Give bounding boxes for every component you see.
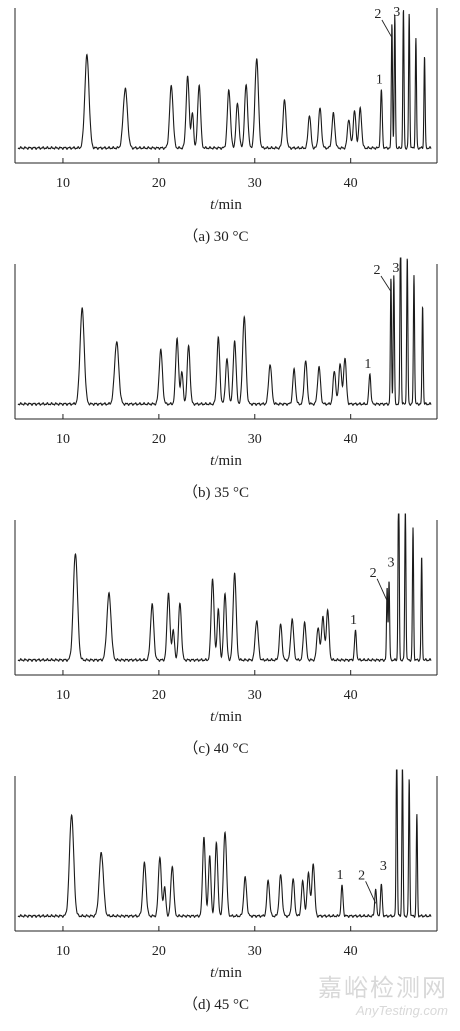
chart-panel-d: 10 20 30 40 t/min （d) 45 °C 1 2 3 — [0, 768, 460, 1026]
chromatogram-trace — [17, 10, 432, 151]
x-tick-label: 10 — [56, 176, 70, 191]
watermark: 嘉峪检测网 AnyTesting.com — [318, 968, 448, 1018]
peak-2-leader — [376, 578, 388, 602]
x-tick-label: 30 — [248, 432, 262, 447]
chromatogram-trace — [17, 513, 432, 663]
panel-caption-d: （d) 45 °C — [183, 996, 249, 1013]
x-tick-label: 30 — [248, 688, 262, 703]
x-tick-label: 30 — [248, 944, 262, 959]
peak-label-3: 3 — [388, 555, 395, 570]
x-axis-label: t/min — [210, 453, 242, 469]
x-tick-label: 10 — [56, 944, 70, 959]
x-axis-label-var: t — [210, 709, 215, 725]
x-tick-label: 20 — [152, 944, 166, 959]
x-axis-label: t/min — [210, 197, 242, 213]
peak-2-leader — [365, 881, 377, 904]
peak-label-1: 1 — [376, 73, 383, 88]
x-tick-label: 30 — [248, 176, 262, 191]
chromatogram-a: 10 20 30 40 t/min （a) 30 °C 1 2 3 — [14, 5, 438, 245]
peak-2-leader — [381, 19, 393, 38]
peak-label-3: 3 — [393, 5, 400, 20]
panel-caption-a: （a) 30 °C — [183, 228, 248, 245]
x-axis-label-unit: /min — [214, 709, 242, 725]
chromatogram-d: 10 20 30 40 t/min （d) 45 °C 1 23 — [14, 769, 438, 1013]
x-axis-label-unit: /min — [214, 453, 242, 469]
panel-caption-c: （c) 40 °C — [183, 740, 248, 757]
watermark-en: AnyTesting.com — [355, 1003, 448, 1018]
chart-panel-a: 10 20 30 40 t/min （a) 30 °C 1 2 3 — [0, 0, 460, 256]
peak-label-2: 2 — [358, 868, 365, 883]
peak-label-1: 1 — [364, 357, 371, 372]
x-tick-label: 20 — [152, 432, 166, 447]
x-tick-label: 40 — [344, 944, 358, 959]
chart-panel-b: 10 20 30 40 t/min （b) 35 °C 1 2 3 — [0, 256, 460, 512]
x-tick-label: 10 — [56, 432, 70, 447]
peak-label-2: 2 — [373, 263, 380, 278]
peak-2-leader — [380, 275, 392, 292]
panel-caption-b: （b) 35 °C — [183, 484, 249, 501]
x-tick-label: 40 — [344, 176, 358, 191]
x-axis-label-unit: /min — [214, 197, 242, 213]
peak-label-3: 3 — [380, 859, 387, 874]
x-axis-label-unit: /min — [214, 965, 242, 981]
chromatogram-c: 10 20 30 40 t/min （c) 40 °C 1 23 — [14, 513, 438, 757]
chart-panel-c: 10 20 30 40 t/min （c) 40 °C 1 2 3 — [0, 512, 460, 768]
peak-label-2: 2 — [374, 7, 381, 22]
x-tick-label: 40 — [344, 432, 358, 447]
x-axis-label: t/min — [210, 709, 242, 725]
x-tick-label: 20 — [152, 688, 166, 703]
peak-label-1: 1 — [350, 613, 357, 628]
chromatogram-b: 10 20 30 40 t/min （b) 35 °C 1 2 3 — [14, 257, 438, 501]
x-tick-label: 40 — [344, 688, 358, 703]
peak-label-3: 3 — [392, 261, 399, 276]
x-axis-label-var: t — [210, 965, 215, 981]
peak-label-1: 1 — [337, 868, 344, 883]
chromatogram-trace — [17, 769, 432, 919]
peak-label-2: 2 — [370, 566, 377, 581]
x-axis-label-var: t — [210, 453, 215, 469]
chromatogram-trace — [17, 257, 432, 407]
x-axis-label-var: t — [210, 197, 215, 213]
x-tick-label: 20 — [152, 176, 166, 191]
x-axis-label: t/min — [210, 965, 242, 981]
x-tick-label: 10 — [56, 688, 70, 703]
watermark-cn: 嘉峪检测网 — [318, 974, 448, 1002]
